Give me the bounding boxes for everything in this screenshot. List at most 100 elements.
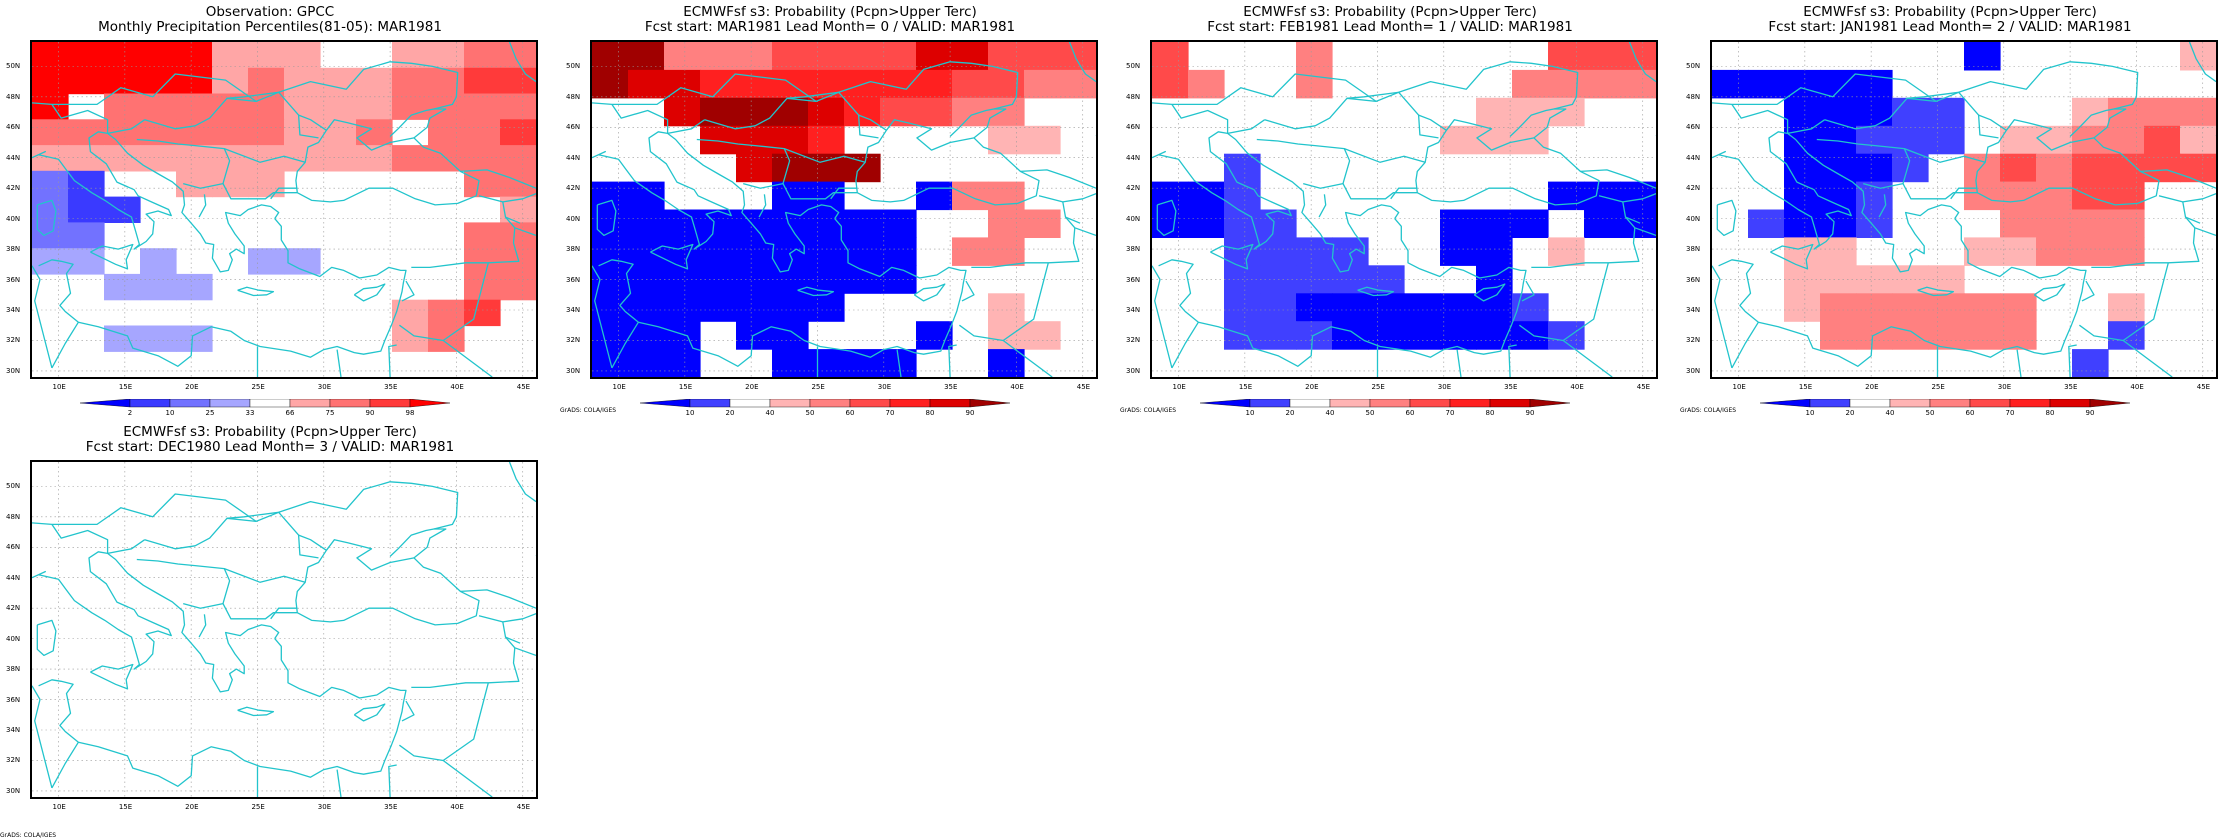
shaded-cell (1548, 69, 1585, 99)
map-canvas (1152, 42, 1656, 377)
shaded-cell (772, 153, 809, 183)
shaded-cell (1892, 293, 1929, 322)
colorbar-label: 50 (1926, 409, 1935, 417)
shaded-cell (736, 42, 773, 71)
lon-tick-label: 45E (1076, 383, 1091, 391)
coastline (505, 216, 521, 224)
shaded-cell (592, 293, 629, 322)
colorbar-label: 25 (206, 409, 215, 417)
coastline (399, 744, 493, 797)
shaded-cell (628, 349, 665, 377)
shaded-cell (1512, 321, 1549, 350)
grads-credit: GrADS: COLA/IGES (1120, 407, 1177, 414)
coastline (1156, 199, 1177, 237)
coastline (1716, 199, 1737, 237)
coastline (592, 150, 606, 159)
shaded-cell (140, 325, 177, 352)
shaded-cell (68, 248, 105, 275)
shaded-cell (1512, 209, 1549, 238)
lat-tick-label: 32N (6, 336, 21, 345)
coastline (222, 568, 231, 604)
shaded-cell (700, 293, 737, 322)
colorbar-label: 60 (846, 409, 855, 417)
shaded-cell (664, 69, 701, 99)
colorbar-swatch (289, 399, 331, 408)
shaded-cell (1152, 42, 1189, 71)
shaded-cell (1856, 125, 1893, 155)
coastline (1712, 265, 1733, 369)
shaded-cell (2108, 125, 2145, 155)
lat-tick-label: 42N (566, 184, 581, 193)
panel-subtitle: Monthly Precipitation Percentiles(81-05)… (98, 19, 442, 35)
shaded-cell (1152, 181, 1189, 211)
shaded-cell (1060, 42, 1096, 71)
shaded-cell (880, 209, 917, 238)
shaded-cell (1856, 209, 1893, 238)
coastline (1002, 262, 1049, 342)
coastline (32, 150, 46, 159)
coastline (401, 700, 415, 722)
shaded-cell (2000, 153, 2037, 183)
shaded-cell (140, 145, 177, 172)
shaded-cell (2108, 181, 2145, 211)
shaded-cell (104, 93, 141, 120)
coastline (743, 182, 858, 200)
colorbar-swatch (1249, 399, 1291, 408)
shaded-cell (628, 321, 665, 350)
coastline (1158, 218, 1527, 367)
shaded-cell (1584, 209, 1621, 238)
coastline (353, 283, 386, 302)
coastline (1020, 169, 1096, 189)
lat-tick-label: 40N (1686, 214, 1701, 223)
coastline (948, 344, 957, 377)
shaded-cell (1820, 321, 1857, 350)
shaded-cell (2000, 237, 2037, 266)
shaded-cell (2108, 237, 2145, 266)
shaded-cell (952, 237, 989, 266)
shaded-cell (464, 222, 501, 249)
shaded-cell (844, 349, 881, 377)
colorbar-swatch (849, 399, 891, 408)
shaded-cell (1368, 321, 1405, 350)
lat-tick-label: 50N (1686, 62, 1701, 71)
lat-tick-label: 38N (1686, 245, 1701, 254)
shaded-cell (1152, 69, 1189, 99)
shaded-cell (1892, 97, 1929, 127)
coastline (1152, 150, 1166, 159)
coastline (592, 265, 613, 369)
shaded-cell (772, 181, 809, 211)
coastline (1473, 283, 1506, 302)
shaded-cell (1856, 153, 1893, 183)
shaded-cell (1712, 69, 1749, 99)
shaded-cell (1224, 321, 1261, 350)
lon-tick-label: 30E (317, 383, 332, 391)
lon-tick-label: 25E (251, 803, 265, 811)
shaded-cell (1476, 237, 1513, 266)
coastline (32, 265, 53, 369)
shaded-cell (2180, 153, 2216, 183)
coastline (1519, 324, 1613, 377)
colorbar-label: 80 (2046, 409, 2055, 417)
coastline (1598, 193, 1656, 203)
lon-tick-label: 20E (185, 803, 199, 811)
shaded-cell (880, 349, 917, 377)
colorbar-swatch (889, 399, 931, 408)
colorbar-label: 40 (766, 409, 775, 417)
coastline (1065, 216, 1081, 224)
map-frame (590, 40, 1098, 379)
coastline (1152, 73, 1439, 139)
shaded-cell (772, 125, 809, 155)
shaded-cell (1548, 97, 1585, 127)
shaded-cell (1404, 293, 1441, 322)
coastline (2182, 201, 2216, 237)
lon-tick-label: 20E (745, 383, 759, 391)
shaded-cell (104, 273, 141, 301)
shaded-cell (628, 237, 665, 266)
shaded-cell (1224, 209, 1261, 238)
shaded-cell (664, 349, 701, 377)
shaded-cell (952, 69, 989, 99)
lon-tick-label: 15E (1238, 383, 1253, 391)
colorbar-swatch (1889, 399, 1931, 408)
shaded-cell (808, 125, 845, 155)
coastline (1256, 138, 1426, 163)
